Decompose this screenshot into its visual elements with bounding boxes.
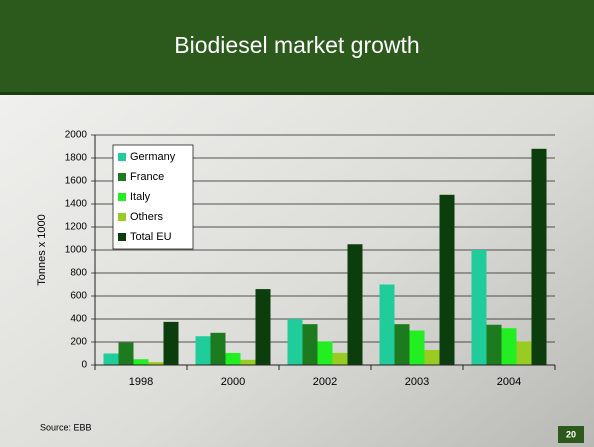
y-tick-label: 800 (70, 268, 87, 279)
y-tick-label: 200 (70, 337, 87, 348)
x-tick-label: 2002 (313, 376, 337, 388)
bar (302, 324, 318, 365)
bar (332, 352, 348, 365)
bar (103, 353, 119, 365)
bar (317, 341, 333, 365)
bar (148, 362, 164, 365)
legend-label: France (130, 171, 164, 183)
y-tick-label: 1200 (65, 222, 88, 233)
header (0, 0, 594, 92)
y-tick-label: 1000 (65, 245, 88, 256)
y-tick-label: 600 (70, 291, 87, 302)
bar (240, 359, 256, 365)
bar (163, 321, 179, 365)
bar (195, 336, 211, 365)
legend-label: Others (130, 211, 164, 223)
legend-swatch (118, 213, 126, 221)
legend-label: Germany (130, 151, 176, 163)
x-tick-label: 2000 (221, 376, 245, 388)
bar (347, 244, 363, 365)
legend-label: Total EU (130, 231, 172, 243)
y-tick-label: 0 (81, 360, 87, 371)
legend-swatch (118, 233, 126, 241)
y-tick-label: 1600 (65, 176, 88, 187)
legend-swatch (118, 193, 126, 201)
x-tick-label: 2003 (405, 376, 429, 388)
bar (225, 352, 241, 365)
page-number: 20 (566, 429, 576, 439)
x-tick-label: 2004 (497, 376, 521, 388)
y-tick-label: 1400 (65, 199, 88, 210)
bar (394, 324, 410, 365)
y-tick-label: 2000 (65, 130, 88, 141)
legend-swatch (118, 153, 126, 161)
bar (210, 332, 226, 365)
bar (287, 319, 303, 365)
bar (133, 359, 149, 365)
source: Source: EBB (40, 422, 92, 432)
legend-box (112, 144, 194, 250)
page-number-box (558, 426, 584, 443)
y-tick-label: 1800 (65, 153, 88, 164)
bar (501, 328, 517, 365)
bar (516, 341, 532, 365)
legend-label: Italy (130, 191, 151, 203)
bar (424, 350, 440, 365)
bar (471, 250, 487, 365)
bar (255, 289, 271, 365)
slide-title: Biodiesel market growth (174, 32, 419, 58)
legend-swatch (118, 173, 126, 181)
bar (409, 330, 425, 365)
y-tick-label: 400 (70, 314, 87, 325)
header-rule (0, 92, 594, 95)
y-axis-label: Tonnes x 1000 (36, 214, 48, 286)
bar (379, 284, 395, 365)
x-tick-label: 1998 (129, 376, 153, 388)
bar (118, 342, 134, 365)
bar (531, 148, 547, 365)
bar (486, 324, 502, 365)
bar (439, 194, 455, 365)
